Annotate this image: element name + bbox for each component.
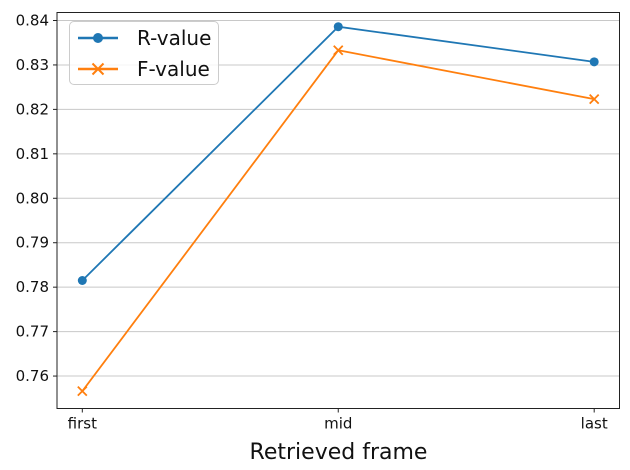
y-tick-label: 0.84 xyxy=(16,12,49,30)
r-value-point-first xyxy=(77,276,87,285)
legend-entry-r-value: R-value xyxy=(76,23,218,54)
f-value-point-last xyxy=(589,94,600,105)
r-value-circle-marker-icon xyxy=(93,33,103,44)
f-value-point-mid xyxy=(333,45,344,56)
y-tick-label: 0.83 xyxy=(16,56,49,74)
f-value-line-sample xyxy=(78,62,118,75)
legend-entry-f-value: F-value xyxy=(76,54,218,85)
f-value-x-marker-icon xyxy=(91,62,105,75)
legend-label-r-value: R-value xyxy=(137,26,212,51)
x-tick-label-mid: mid xyxy=(324,415,352,433)
r-value-point-last xyxy=(589,57,599,67)
legend-label-f-value: F-value xyxy=(137,56,210,81)
y-tick-label: 0.82 xyxy=(16,100,49,118)
x-tick-label-last: last xyxy=(581,415,608,433)
legend: R-value F-value xyxy=(69,21,219,85)
x-axis-label: Retrieved frame xyxy=(249,440,428,465)
r-value-line-sample xyxy=(78,33,118,44)
x-tick-label-first: first xyxy=(68,415,97,433)
y-tick-label: 0.81 xyxy=(16,145,49,163)
y-tick-label: 0.76 xyxy=(16,367,49,385)
y-tick-label: 0.78 xyxy=(16,278,49,296)
y-tick-label: 0.79 xyxy=(16,234,49,252)
f-value-line xyxy=(81,49,596,393)
y-tick-label: 0.77 xyxy=(16,323,49,341)
f-value-point-first xyxy=(77,386,88,397)
y-tick-label: 0.80 xyxy=(16,189,49,207)
r-value-point-mid xyxy=(333,22,343,32)
